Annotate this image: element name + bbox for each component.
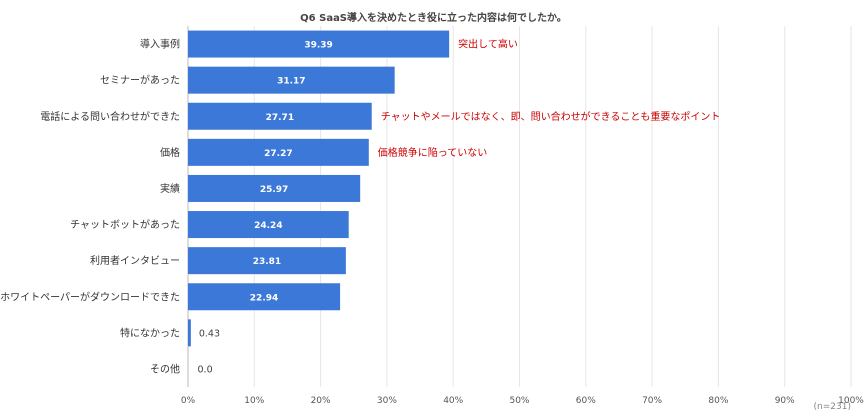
category-label: 利用者インタビュー [90, 255, 180, 267]
bar [188, 138, 369, 166]
category-label: 導入事例 [140, 38, 180, 51]
bar [188, 66, 395, 94]
chart-title: Q6 SaaS導入を決めたとき役に立った内容は何でしたか。 [300, 13, 567, 24]
bar [188, 247, 346, 275]
category-label: ホワイトペーパーがダウンロードできた [0, 290, 180, 303]
category-label: セミナーがあった [100, 74, 180, 87]
x-tick-label: 0% [181, 396, 196, 406]
annotation-text: チャットやメールではなく、即、問い合わせができることも重要なポイント [381, 110, 721, 123]
bar [188, 283, 341, 311]
x-tick-label: 90% [775, 396, 795, 406]
x-tick-label: 40% [443, 396, 463, 406]
bar [188, 211, 349, 239]
bar [188, 102, 372, 130]
value-label: 39.39 [304, 41, 332, 51]
x-tick-label: 70% [642, 396, 662, 406]
value-label: 31.17 [277, 77, 305, 87]
value-label: 25.97 [260, 185, 288, 195]
category-label: 特になかった [120, 327, 180, 339]
annotation-text: 突出して高い [458, 38, 518, 51]
category-label: チャットボットがあった [70, 218, 180, 231]
x-tick-label: 80% [708, 396, 728, 406]
x-tick-label: 50% [509, 396, 529, 406]
value-label: 27.27 [264, 149, 292, 159]
x-tick-label: 60% [576, 396, 596, 406]
x-tick-label: 20% [311, 396, 331, 406]
value-label: 27.71 [266, 113, 294, 123]
bar [188, 319, 191, 347]
category-label: その他 [150, 362, 180, 375]
category-label: 価格 [160, 146, 180, 159]
x-tick-label: 30% [377, 396, 397, 406]
category-label: 実績 [160, 182, 180, 195]
x-tick-label: 10% [244, 396, 264, 406]
x-tick-label: 100% [838, 396, 864, 406]
annotation-text: 価格競争に陥っていない [378, 146, 488, 159]
value-label: 24.24 [254, 221, 282, 231]
value-label: 0.0 [198, 364, 213, 375]
value-label: 0.43 [199, 328, 220, 339]
category-label: 電話による問い合わせができた [40, 110, 180, 123]
bar [188, 30, 450, 58]
value-label: 23.81 [253, 257, 281, 267]
value-label: 22.94 [250, 293, 278, 303]
sample-size-note: (n=231) [813, 402, 851, 412]
bar [188, 174, 361, 202]
